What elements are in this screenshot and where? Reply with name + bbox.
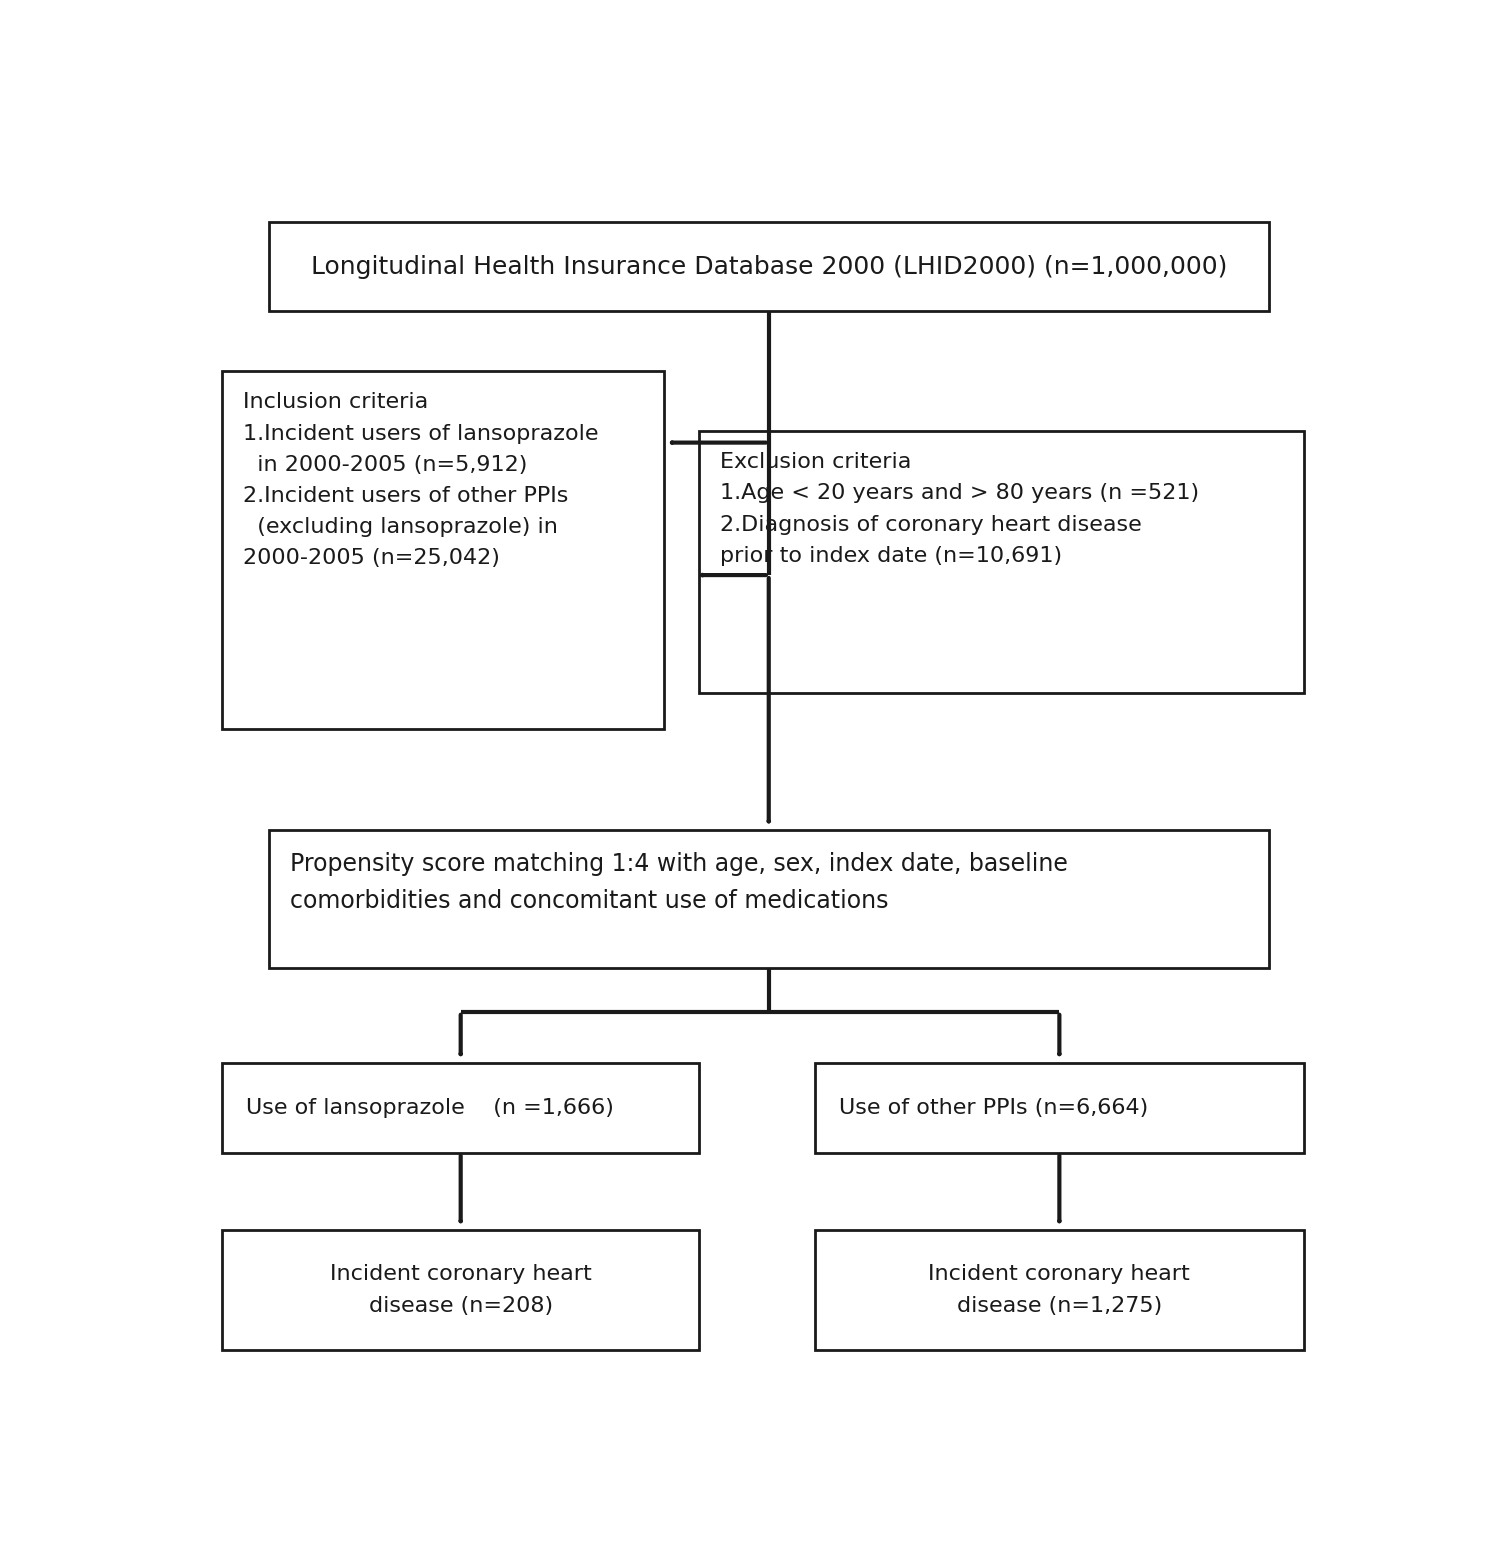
Text: Incident coronary heart
disease (n=1,275): Incident coronary heart disease (n=1,275…: [928, 1263, 1191, 1316]
FancyBboxPatch shape: [222, 1063, 699, 1153]
FancyBboxPatch shape: [699, 431, 1304, 693]
FancyBboxPatch shape: [222, 370, 664, 728]
Text: Incident coronary heart
disease (n=208): Incident coronary heart disease (n=208): [330, 1263, 591, 1316]
FancyBboxPatch shape: [268, 222, 1269, 312]
Text: Use of other PPIs (n=6,664): Use of other PPIs (n=6,664): [839, 1097, 1148, 1118]
FancyBboxPatch shape: [222, 1231, 699, 1350]
Text: Exclusion criteria
1.Age < 20 years and > 80 years (n =521)
2.Diagnosis of coron: Exclusion criteria 1.Age < 20 years and …: [720, 453, 1198, 566]
Text: Use of lansoprazole    (n =1,666): Use of lansoprazole (n =1,666): [246, 1097, 614, 1118]
Text: Inclusion criteria
1.Incident users of lansoprazole
  in 2000-2005 (n=5,912)
2.I: Inclusion criteria 1.Incident users of l…: [243, 392, 598, 569]
Text: Longitudinal Health Insurance Database 2000 (LHID2000) (n=1,000,000): Longitudinal Health Insurance Database 2…: [310, 254, 1227, 279]
FancyBboxPatch shape: [816, 1063, 1304, 1153]
Text: Propensity score matching 1:4 with age, sex, index date, baseline
comorbidities : Propensity score matching 1:4 with age, …: [290, 853, 1068, 913]
FancyBboxPatch shape: [816, 1231, 1304, 1350]
FancyBboxPatch shape: [268, 831, 1269, 967]
